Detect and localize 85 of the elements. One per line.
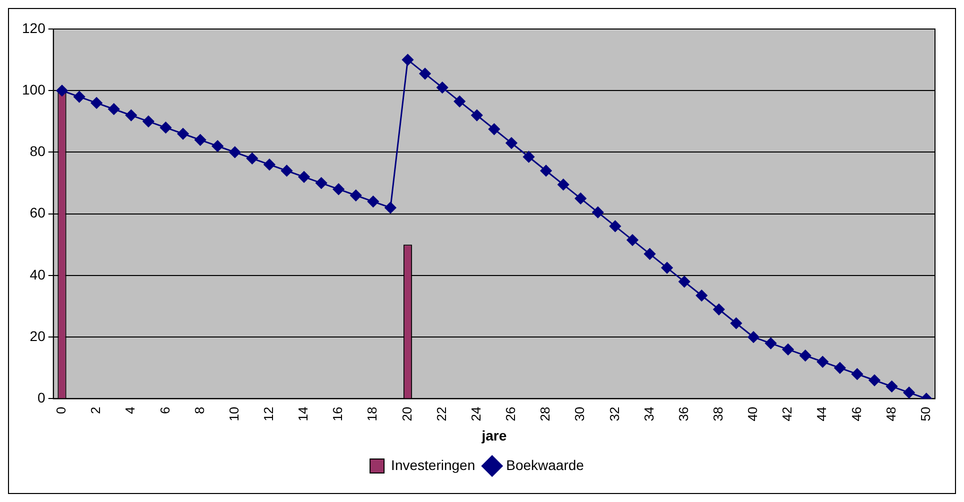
point: [748, 331, 760, 343]
point: [332, 183, 344, 195]
x-axis-title: jare: [480, 427, 507, 444]
x-tick-label: 18: [364, 406, 380, 422]
x-tick-label: 48: [883, 406, 898, 422]
point: [177, 128, 189, 140]
point: [626, 234, 638, 246]
x-tick-label: 36: [676, 406, 691, 422]
x-tick-label: 34: [641, 406, 656, 422]
point: [142, 116, 154, 128]
point: [868, 374, 880, 386]
point: [419, 68, 431, 80]
point: [765, 338, 777, 350]
point: [800, 350, 812, 362]
legend-label: Boekwaarde: [506, 456, 584, 473]
x-tick-label: 40: [745, 406, 760, 422]
x-tick-label: 8: [192, 406, 207, 414]
point: [678, 276, 690, 288]
point: [194, 134, 206, 146]
point: [661, 262, 673, 274]
point: [713, 304, 725, 316]
x-tick-label: 30: [572, 406, 588, 422]
legend-label: Investeringen: [391, 456, 476, 473]
point: [264, 158, 276, 170]
x-tick-label: 22: [434, 406, 449, 422]
point: [506, 137, 518, 149]
x-tick-label: 46: [848, 406, 864, 422]
x-tick-label: 6: [157, 406, 172, 414]
point: [834, 362, 846, 374]
y-tick-label: 80: [30, 143, 46, 160]
point: [316, 177, 328, 189]
point: [280, 164, 292, 176]
x-tick-label: 44: [814, 406, 830, 422]
point: [229, 146, 241, 158]
point: [436, 82, 448, 94]
point: [644, 248, 656, 260]
y-tick-label: 100: [22, 81, 46, 98]
y-tick-label: 20: [30, 328, 46, 344]
point: [574, 192, 586, 204]
x-tick-label: 24: [468, 406, 484, 422]
x-tick-label: 32: [606, 406, 622, 422]
point: [212, 140, 224, 152]
x-tick-label: 26: [503, 406, 518, 422]
point: [384, 202, 396, 214]
x-tick-label: 50: [918, 406, 933, 422]
x-tick-label: 42: [780, 406, 795, 422]
point: [903, 386, 915, 398]
x-tick-label: 38: [710, 406, 726, 422]
point: [782, 344, 794, 356]
point: [851, 368, 863, 380]
point: [160, 122, 172, 134]
point: [816, 356, 828, 368]
point: [696, 290, 708, 302]
point: [74, 91, 86, 103]
point: [246, 152, 258, 164]
point: [108, 103, 120, 115]
x-tick-label: 4: [122, 406, 138, 414]
x-tick-label: 14: [296, 406, 311, 422]
x-tick-label: 12: [261, 406, 276, 422]
point: [90, 97, 102, 109]
point: [298, 171, 310, 183]
point: [454, 96, 466, 108]
x-tick-label: 20: [399, 406, 414, 422]
point: [350, 190, 362, 202]
x-tick-label: 2: [88, 406, 104, 414]
point: [488, 123, 500, 135]
x-tick-label: 10: [226, 406, 242, 422]
point: [56, 84, 68, 96]
point: [730, 318, 742, 329]
point: [886, 380, 898, 392]
point: [367, 196, 379, 208]
point: [540, 164, 552, 176]
point: [558, 178, 570, 190]
point: [592, 206, 604, 218]
point: [125, 110, 137, 122]
point: [523, 151, 535, 163]
y-tick-label: 60: [30, 204, 46, 221]
point: [609, 220, 621, 232]
point: [402, 54, 414, 66]
point: [471, 110, 483, 122]
y-tick-label: 40: [30, 266, 46, 282]
x-tick-label: 0: [54, 406, 69, 414]
y-tick-label: 120: [22, 20, 46, 36]
x-tick-label: 28: [538, 406, 553, 422]
x-tick-label: 16: [330, 406, 346, 422]
